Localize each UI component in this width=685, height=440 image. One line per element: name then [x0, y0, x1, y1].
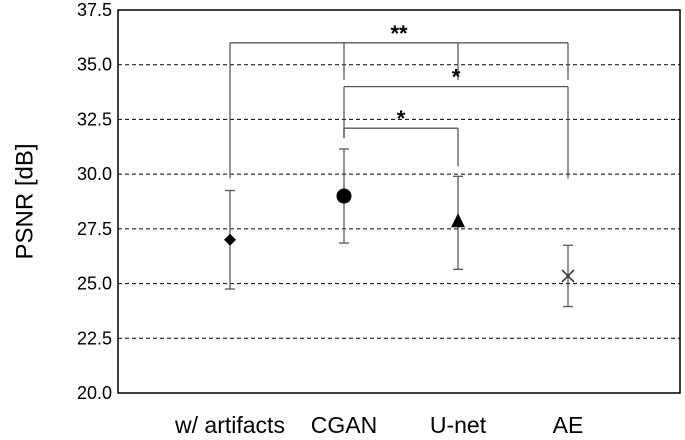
- error-bars: [225, 148, 573, 308]
- y-tick-label: 20.0: [77, 383, 112, 403]
- data-point-cross: [561, 269, 575, 283]
- y-axis-title: PSNR [dB]: [11, 143, 38, 259]
- significance-bracket: *: [343, 106, 459, 167]
- significance-label: *: [452, 65, 461, 90]
- significance-label: **: [390, 21, 408, 46]
- significance-brackets: ****: [229, 21, 569, 179]
- y-axis-ticks: 20.0 22.5 25.0 27.5 30.0 32.5 35.0 37.5: [77, 0, 112, 403]
- significance-bracket: **: [229, 21, 569, 179]
- y-tick-label: 27.5: [77, 219, 112, 239]
- grid-lines: [118, 64, 680, 339]
- significance-bracket: *: [343, 65, 569, 179]
- y-tick-label: 30.0: [77, 164, 112, 184]
- plot-frame: [117, 9, 681, 394]
- significance-label: *: [397, 106, 406, 131]
- data-point-triangle: [451, 213, 465, 228]
- y-tick-label: 32.5: [77, 109, 112, 129]
- y-tick-label: 25.0: [77, 274, 112, 294]
- x-category-label: CGAN: [311, 412, 377, 438]
- data-point-diamond: [224, 233, 236, 246]
- x-axis-categories: w/ artifacts CGAN U-net AE: [174, 412, 583, 438]
- y-tick-label: 35.0: [77, 55, 112, 75]
- data-point-circle: [336, 188, 352, 204]
- x-category-label: w/ artifacts: [174, 412, 285, 438]
- x-category-label: AE: [553, 412, 584, 438]
- y-tick-label: 22.5: [77, 328, 112, 348]
- x-category-label: U-net: [430, 412, 487, 438]
- data-markers: [224, 188, 575, 283]
- y-tick-label: 37.5: [77, 0, 112, 20]
